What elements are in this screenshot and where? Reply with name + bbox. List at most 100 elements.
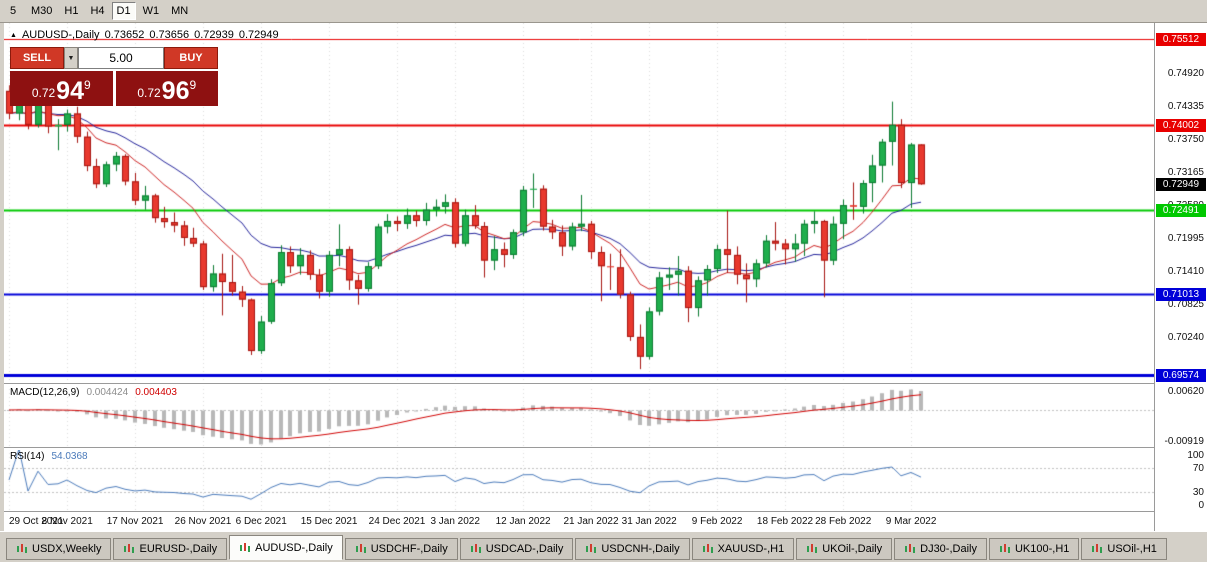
- timeframe-button-5[interactable]: 5: [2, 2, 24, 20]
- time-axis[interactable]: 29 Oct 2021 8 Nov 2021 17 Nov 2021 26 Nov 2…: [4, 511, 1155, 532]
- volume-input[interactable]: [78, 47, 164, 69]
- timeframe-button-h1[interactable]: H1: [59, 2, 83, 20]
- date-tick-label: 21 Jan 2022: [563, 516, 619, 527]
- symbol-tab-usdcnh[interactable]: USDCNH-,Daily: [575, 538, 690, 560]
- tab-chart-icon: [905, 544, 916, 553]
- date-tick-label: 9 Feb 2022: [691, 516, 743, 527]
- symbol-tab-usdchf[interactable]: USDCHF-,Daily: [344, 538, 458, 560]
- volume-dropdown-button[interactable]: ▼: [64, 47, 78, 69]
- price-tick-label: 100: [1187, 450, 1204, 461]
- tab-chart-icon: [702, 544, 713, 553]
- timeframe-button-m30[interactable]: M30: [26, 2, 57, 20]
- price-tick-label: 0.71995: [1167, 233, 1204, 245]
- date-tick-label: 9 Mar 2022: [885, 516, 937, 527]
- ask-price-display: 0.72 96 9: [115, 71, 218, 106]
- ohlc-high: 0.73656: [149, 29, 190, 41]
- tab-chart-icon: [807, 544, 818, 553]
- price-axis[interactable]: 0.749200.743350.737500.731650.725800.719…: [1154, 23, 1207, 531]
- symbol-tab-usoil[interactable]: USOil-,H1: [1081, 538, 1167, 560]
- tab-chart-icon: [124, 544, 135, 553]
- price-level-badge[interactable]: 0.69574: [1156, 369, 1206, 383]
- date-tick-label: 26 Nov 2021: [174, 516, 232, 527]
- date-tick-label: 6 Dec 2021: [235, 516, 287, 527]
- timeframe-button-h4[interactable]: H4: [85, 2, 109, 20]
- rsi-name: RSI(14): [10, 451, 45, 462]
- ask-big-digits: 96: [161, 77, 190, 105]
- price-tick-label: 0: [1198, 500, 1204, 511]
- price-tick-label: 0.73750: [1167, 133, 1204, 145]
- current-price-badge: 0.72949: [1156, 178, 1206, 192]
- date-tick-label: 17 Nov 2021: [106, 516, 164, 527]
- timeframe-button-w1[interactable]: W1: [138, 2, 165, 20]
- date-tick-label: 3 Jan 2022: [430, 516, 480, 527]
- price-tick-label: 0.70825: [1167, 299, 1204, 311]
- symbol-tab-label: USOil-,H1: [1107, 543, 1157, 555]
- rsi-value: 54.0368: [51, 451, 88, 462]
- price-tick-label: 0.73165: [1167, 167, 1204, 179]
- date-tick-label: 24 Dec 2021: [368, 516, 426, 527]
- symbol-tab-dj30[interactable]: DJ30-,Daily: [894, 538, 987, 560]
- date-tick-label: 29 Oct 2021: [9, 516, 64, 527]
- rsi-label: RSI(14) 54.0368: [10, 451, 88, 462]
- date-tick-label: 8 Nov 2021: [41, 516, 93, 527]
- tab-chart-icon: [17, 544, 27, 553]
- symbol-tab-usdx[interactable]: USDX,Weekly: [6, 538, 112, 560]
- ohlc-close: 0.72949: [238, 29, 279, 41]
- symbol-tab-xauusd[interactable]: XAUUSD-,H1: [691, 538, 795, 560]
- timeframe-button-mn[interactable]: MN: [166, 2, 193, 20]
- date-tick-label: 18 Feb 2022: [756, 516, 814, 527]
- symbol-tab-usdcad[interactable]: USDCAD-,Daily: [459, 538, 574, 560]
- panel-divider[interactable]: [4, 383, 1207, 386]
- chart-area[interactable]: 29 Oct 2021 8 Nov 2021 17 Nov 2021 26 Nov 2…: [4, 23, 1207, 532]
- bid-big-digits: 94: [56, 77, 84, 105]
- sell-button[interactable]: SELL: [10, 47, 64, 69]
- timeframe-toolbar: 5 M30 H1 H4 D1 W1 MN: [0, 0, 1207, 23]
- date-tick-label: 12 Jan 2022: [495, 516, 551, 527]
- symbol-tab-uk100[interactable]: UK100-,H1: [988, 538, 1080, 560]
- ask-prefix: 0.72: [137, 86, 161, 100]
- symbol-tab-label: DJ30-,Daily: [920, 543, 977, 555]
- symbol-tab-label: AUDUSD-,Daily: [255, 541, 333, 554]
- symbol-tab-ukoil[interactable]: UKOil-,Daily: [796, 538, 893, 560]
- macd-main-value: 0.004424: [86, 387, 129, 398]
- price-tick-label: -0.00919: [1164, 436, 1204, 447]
- price-tick-label: 0.00620: [1167, 386, 1204, 397]
- timeframe-button-d1[interactable]: D1: [111, 2, 136, 20]
- symbol-tab-label: USDX,Weekly: [32, 543, 102, 555]
- bid-price-display: 0.72 94 9: [10, 71, 113, 106]
- date-tick-label: 28 Feb 2022: [815, 516, 872, 527]
- price-tick-label: 0.74335: [1167, 100, 1204, 112]
- symbol-tab-eurusd[interactable]: EURUSD-,Daily: [113, 538, 228, 560]
- price-tick-label: 30: [1192, 487, 1204, 499]
- one-click-toggle-icon[interactable]: ▲: [10, 31, 17, 39]
- tab-chart-icon: [355, 544, 366, 553]
- symbol-tab-label: USDCNH-,Daily: [601, 543, 680, 555]
- price-level-badge[interactable]: 0.72491: [1156, 204, 1206, 218]
- symbol-tab-label: USDCHF-,Daily: [370, 543, 448, 555]
- price-tick-label: 70: [1192, 462, 1204, 474]
- symbol-tab-label: EURUSD-,Daily: [139, 543, 218, 555]
- price-level-badge[interactable]: 0.71013: [1156, 287, 1206, 301]
- macd-indicator-canvas[interactable]: [4, 385, 1155, 447]
- price-tick-label: 0.70240: [1167, 332, 1204, 344]
- symbol-tab-label: UKOil-,Daily: [822, 543, 883, 555]
- date-tick-label: 15 Dec 2021: [300, 516, 358, 527]
- tab-chart-icon: [240, 542, 251, 552]
- symbol-tab-label: USDCAD-,Daily: [485, 543, 564, 555]
- buy-button[interactable]: BUY: [164, 47, 218, 69]
- panel-divider[interactable]: [4, 447, 1207, 450]
- price-tick-label: 0.71410: [1167, 266, 1204, 278]
- bid-pip-digit: 9: [83, 78, 91, 92]
- macd-label: MACD(12,26,9) 0.004424 0.004403: [10, 387, 177, 398]
- bid-prefix: 0.72: [31, 86, 56, 100]
- date-tick-label: 31 Jan 2022: [621, 516, 677, 527]
- symbol-tab-audusd[interactable]: AUDUSD-,Daily: [229, 535, 343, 560]
- ohlc-low: 0.72939: [194, 29, 234, 41]
- chart-workspace: 29 Oct 2021 8 Nov 2021 17 Nov 2021 26 Nov 2…: [0, 23, 1207, 532]
- rsi-indicator-canvas[interactable]: [4, 449, 1155, 511]
- price-level-badge[interactable]: 0.75512: [1156, 33, 1206, 47]
- tab-chart-icon: [999, 544, 1010, 553]
- macd-name: MACD(12,26,9): [10, 387, 80, 398]
- price-level-badge[interactable]: 0.74002: [1156, 118, 1206, 132]
- price-tick-label: 0.74920: [1167, 67, 1204, 79]
